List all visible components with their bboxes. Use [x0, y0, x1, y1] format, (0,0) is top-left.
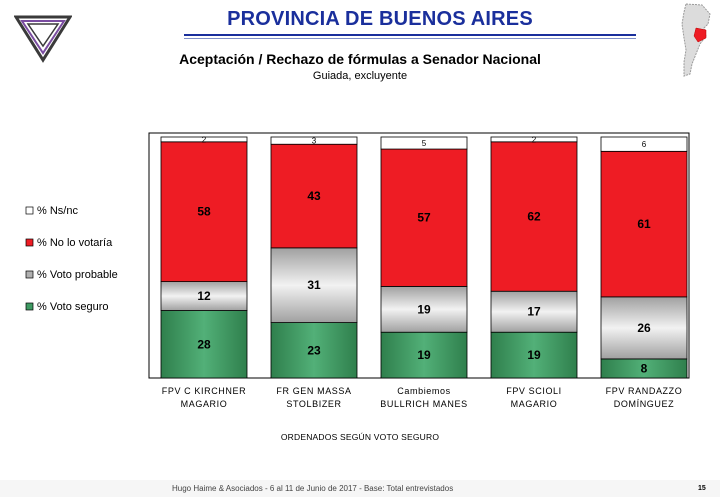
bar-segment [160, 136, 248, 143]
data-label: 3 [312, 137, 317, 146]
bar-segment [490, 136, 578, 143]
argentina-map-icon [681, 3, 711, 77]
x-tick-label: MAGARIO [181, 399, 228, 409]
bar-segment [270, 247, 358, 323]
legend-entry: % No lo votaría [37, 237, 113, 249]
title-underline [184, 34, 636, 36]
x-tick-label: FPV C KIRCHNER [162, 386, 246, 396]
data-label: 43 [307, 189, 321, 203]
data-label: 2 [202, 135, 207, 144]
x-tick-label: Cambiemos [397, 386, 450, 396]
legend-swatch [25, 302, 34, 311]
legend-entry: % Voto seguro [37, 301, 109, 313]
data-label: 12 [197, 289, 211, 303]
data-label: 19 [417, 348, 431, 362]
bar-segment [490, 290, 578, 333]
x-tick-label: DOMÍNGUEZ [614, 399, 674, 409]
data-label: 5 [422, 139, 427, 148]
data-label: 2 [532, 135, 537, 144]
bar-segment [270, 136, 358, 145]
data-label: 58 [197, 205, 211, 219]
data-label: 19 [527, 348, 541, 362]
title-underline-thin [184, 38, 636, 39]
data-label: 17 [527, 305, 541, 319]
bar-segment [600, 296, 688, 360]
data-label: 57 [417, 211, 431, 225]
bar-segment [600, 150, 688, 298]
bar-segment [490, 141, 578, 292]
bar-segment [380, 331, 468, 379]
bar-segment [160, 310, 248, 379]
legend-entry: % Ns/nc [37, 205, 78, 217]
chart-caption: Guiada, excluyente [312, 70, 408, 82]
legend-entry: % Voto probable [37, 269, 118, 281]
bar-segment [270, 322, 358, 379]
data-label: 31 [307, 278, 321, 292]
footer-text: Hugo Haime & Asociados - 6 al 11 de Juni… [172, 484, 454, 493]
x-tick-label: FR GEN MASSA [276, 386, 351, 396]
data-label: 28 [197, 337, 211, 351]
data-label: 8 [641, 361, 648, 375]
x-tick-label: BULLRICH MANES [380, 399, 467, 409]
legend-swatch [25, 206, 34, 215]
data-label: 61 [637, 217, 651, 231]
page-number: 15 [698, 485, 706, 492]
bar-segment [380, 136, 468, 150]
legend-swatch [25, 270, 34, 279]
data-label: 19 [417, 302, 431, 316]
chart-subtitle: Aceptación / Rechazo de fórmulas a Senad… [179, 51, 541, 67]
page-title: PROVINCIA DE BUENOS AIRES [227, 8, 533, 30]
bar-segment [490, 331, 578, 379]
data-label: 6 [642, 140, 647, 149]
x-tick-label: MAGARIO [511, 399, 558, 409]
bar-segment [600, 136, 688, 152]
logo-icon [14, 15, 72, 63]
data-label: 62 [527, 210, 541, 224]
x-tick-label: FPV SCIOLI [506, 386, 562, 396]
chart-note: ORDENADOS SEGÚN VOTO SEGURO [280, 432, 440, 442]
x-tick-label: FPV RANDAZZO [606, 386, 683, 396]
bar-segment [160, 141, 248, 283]
data-label: 23 [307, 343, 321, 357]
legend-swatch [25, 238, 34, 247]
bar-segment [380, 286, 468, 333]
bar-segment [270, 143, 358, 249]
x-tick-label: STOLBIZER [286, 399, 341, 409]
bar-segment [160, 281, 248, 311]
footer-bar [0, 480, 720, 497]
data-label: 26 [637, 321, 651, 335]
